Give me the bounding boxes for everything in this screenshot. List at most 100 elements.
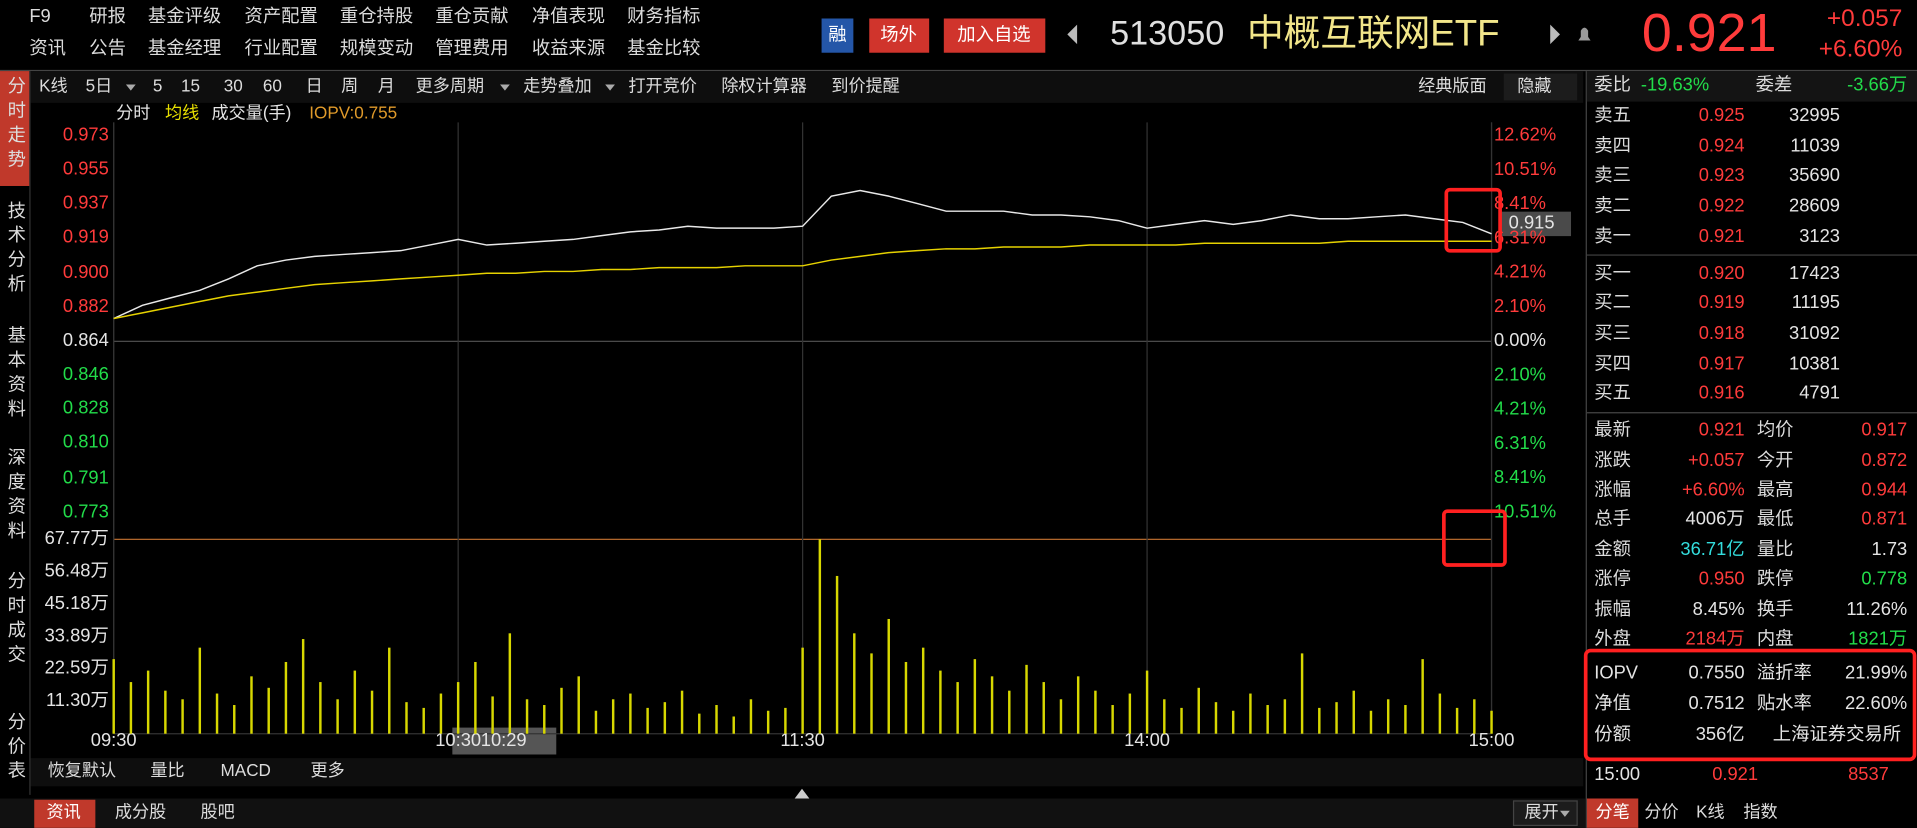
badge[interactable]: 场外 (880, 23, 917, 44)
volume-bar (1076, 676, 1080, 734)
x-tick-label: 14:00 (1124, 729, 1170, 750)
badge[interactable]: 融 (828, 23, 846, 44)
book-volume: 4791 (1799, 382, 1840, 403)
book-label: 卖一 (1594, 225, 1631, 246)
menu-item[interactable]: 收益来源 (532, 37, 605, 58)
menu-item[interactable]: 基金经理 (148, 37, 221, 58)
toolbar-item[interactable]: K线 (39, 76, 68, 95)
book-label: 买四 (1594, 352, 1631, 373)
y2-tick-label: 8.41% (1494, 466, 1546, 487)
book-price: 0.920 (1699, 262, 1745, 283)
volume-bar (1473, 699, 1476, 734)
book-label: 买五 (1594, 382, 1631, 403)
book-label: 卖三 (1594, 164, 1631, 185)
toolbar-item[interactable]: 5日 (86, 76, 113, 95)
volume-bar (1283, 699, 1287, 734)
cursor-time: 10:29 (481, 729, 527, 750)
book-volume: 32995 (1789, 104, 1840, 125)
side-tab[interactable]: 分价表 (6, 712, 27, 785)
side-tab[interactable]: 基本资料 (6, 325, 27, 423)
menu-item[interactable]: 管理费用 (435, 37, 508, 58)
toolbar-item[interactable]: 60 (263, 76, 282, 95)
quote-value: 0.944 (1861, 478, 1907, 499)
indicator-tab[interactable]: MACD (221, 761, 271, 780)
badge-bg[interactable] (943, 18, 1046, 53)
menu-item[interactable]: 行业配置 (245, 37, 318, 58)
splitter-handle[interactable] (794, 788, 810, 799)
side-tab[interactable]: 技术分析 (6, 201, 27, 299)
menu-item[interactable]: 财务指标 (627, 5, 700, 26)
y-tick-label: 0.773 (63, 500, 109, 521)
menu-item[interactable]: 规模变动 (340, 37, 413, 58)
highlight-box (1442, 509, 1507, 567)
toolbar-item[interactable]: 走势叠加 (523, 76, 591, 95)
menu-item[interactable]: 净值表现 (532, 5, 605, 26)
bottom-tab[interactable]: 资讯 (46, 803, 80, 822)
next-arrow[interactable] (1550, 24, 1561, 45)
toolbar-item[interactable]: 到价提醒 (831, 76, 899, 95)
badge[interactable]: 加入自选 (957, 23, 1030, 44)
iopv-value: 0.7512 (1689, 692, 1745, 713)
indicator-tab[interactable]: 恢复默认 (48, 761, 116, 780)
volume-bar (663, 702, 667, 734)
side-tab[interactable]: 分时走势 (6, 76, 27, 174)
menu-item[interactable]: F9 (29, 5, 50, 26)
book-volume: 11195 (1792, 291, 1840, 312)
toolbar-item[interactable]: 15 (181, 76, 200, 95)
panel-tab[interactable]: 指数 (1743, 803, 1777, 822)
volume-bar (1318, 707, 1321, 734)
menu-item[interactable]: 资产配置 (245, 5, 318, 26)
quote-value: 1.73 (1872, 538, 1908, 559)
y-tick-label: 0.937 (63, 191, 109, 212)
toolbar-item[interactable]: 除权计算器 (721, 76, 807, 95)
cursor-time-box (452, 727, 557, 755)
toolbar-item[interactable]: 5 (153, 76, 163, 95)
y-tick-label: 0.828 (63, 397, 109, 418)
toolbar-item[interactable]: 打开竞价 (628, 76, 696, 95)
toolbar-item[interactable]: 月 (378, 76, 395, 95)
price-change-pct: +6.60% (1819, 36, 1903, 63)
cursor-value-box (1501, 211, 1572, 237)
menu-item[interactable]: 资讯 (29, 37, 66, 58)
y-tick-label: 0.955 (63, 158, 109, 179)
book-volume: 3123 (1799, 225, 1840, 246)
quote-label: 最低 (1757, 508, 1794, 529)
volume-bar (543, 705, 546, 734)
menu-item[interactable]: 基金比较 (627, 37, 700, 58)
menu-item[interactable]: 重仓持股 (340, 5, 413, 26)
toolbar-item[interactable]: 经典版面 (1418, 76, 1486, 95)
indicator-bar (30, 758, 1584, 787)
volume-bar (508, 633, 512, 734)
menu-item[interactable]: 重仓贡献 (435, 5, 508, 26)
menu-item[interactable]: 基金评级 (148, 5, 221, 26)
toolbar-item[interactable]: 更多周期 (416, 76, 484, 95)
volume-bar (301, 639, 305, 734)
indicator-tab[interactable]: 量比 (150, 761, 184, 780)
menu-item[interactable]: 研报 (89, 5, 126, 26)
indicator-tab[interactable]: 更多 (311, 761, 345, 780)
bottom-tab[interactable]: 成分股 (115, 803, 166, 822)
volume-bar (594, 710, 598, 734)
price-change: +0.057 (1827, 5, 1902, 32)
volume-bar (1145, 670, 1149, 734)
volume-bar (1300, 653, 1304, 734)
side-tab[interactable]: 深度资料 (6, 448, 27, 546)
toolbar-item[interactable]: 隐藏 (1517, 76, 1551, 95)
panel-tab-active (1586, 798, 1639, 828)
y2-tick-label: 6.31% (1494, 432, 1546, 453)
prev-arrow[interactable] (1067, 24, 1078, 45)
toolbar-item[interactable]: 日 (306, 76, 323, 95)
menu-item[interactable]: 公告 (89, 37, 126, 58)
panel-tab[interactable]: K线 (1696, 803, 1725, 822)
badge-bg[interactable] (869, 18, 930, 53)
bell-icon[interactable] (1578, 27, 1591, 41)
bottom-tab[interactable]: 股吧 (201, 803, 235, 822)
volume-bar (766, 710, 770, 734)
hide-btn[interactable] (1503, 73, 1578, 101)
panel-tab[interactable]: 分价 (1644, 803, 1678, 822)
toolbar-item[interactable]: 周 (341, 76, 358, 95)
panel-tab[interactable]: 分笔 (1595, 803, 1629, 822)
side-tab[interactable]: 分时成交 (6, 571, 27, 669)
toolbar-item[interactable]: 30 (224, 76, 243, 95)
